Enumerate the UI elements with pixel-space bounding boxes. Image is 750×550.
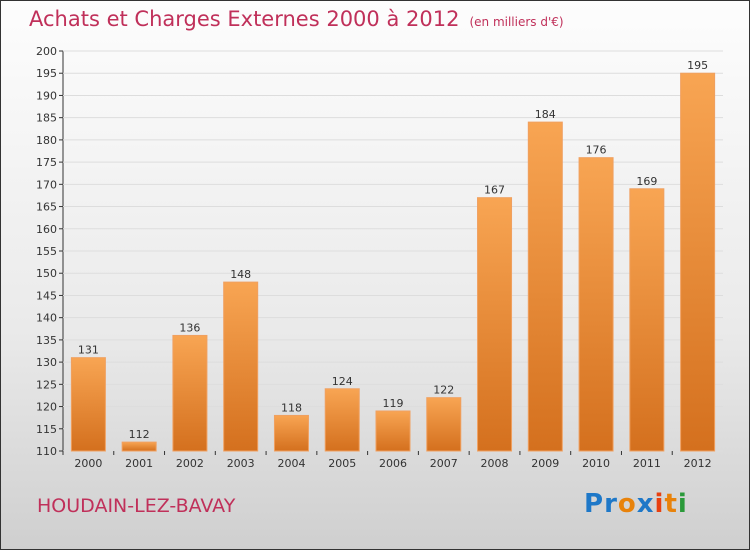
y-tick-label: 160 <box>36 223 57 236</box>
proxiti-logo: Proxiti <box>584 489 688 519</box>
y-tick-label: 125 <box>36 378 57 391</box>
y-tick-label: 170 <box>36 178 57 191</box>
y-tick-label: 145 <box>36 289 57 302</box>
bar <box>223 281 259 452</box>
bar <box>70 357 106 452</box>
y-tick-label: 175 <box>36 156 57 169</box>
y-tick-label: 115 <box>36 423 57 436</box>
data-label: 176 <box>586 144 607 157</box>
x-tick-label: 2002 <box>176 457 204 470</box>
bar <box>629 188 665 452</box>
x-tick-label: 2004 <box>277 457 305 470</box>
bar <box>375 410 411 452</box>
y-tick-label: 165 <box>36 201 57 214</box>
x-tick-label: 2006 <box>379 457 407 470</box>
city-name: HOUDAIN-LEZ-BAVAY <box>37 495 236 517</box>
data-label: 112 <box>129 428 150 441</box>
y-tick-label: 200 <box>36 45 57 58</box>
bar <box>121 441 157 452</box>
data-label: 148 <box>230 268 251 281</box>
y-tick-label: 155 <box>36 245 57 258</box>
data-label: 119 <box>383 397 404 410</box>
y-tick-label: 190 <box>36 89 57 102</box>
data-label: 136 <box>179 321 200 334</box>
y-tick-label: 120 <box>36 401 57 414</box>
data-label: 167 <box>484 184 505 197</box>
y-tick-label: 140 <box>36 312 57 325</box>
data-label: 122 <box>433 384 454 397</box>
x-tick-label: 2005 <box>328 457 356 470</box>
x-tick-label: 2007 <box>430 457 458 470</box>
bar <box>324 388 360 452</box>
y-tick-label: 130 <box>36 356 57 369</box>
data-label: 118 <box>281 401 302 414</box>
x-tick-label: 2011 <box>633 457 661 470</box>
y-tick-label: 195 <box>36 67 57 80</box>
data-label: 131 <box>78 344 99 357</box>
bar <box>172 334 208 452</box>
bar <box>527 121 563 452</box>
bar <box>578 157 614 452</box>
x-tick-label: 2000 <box>74 457 102 470</box>
data-label: 195 <box>687 59 708 72</box>
x-tick-label: 2012 <box>684 457 712 470</box>
data-label: 169 <box>636 175 657 188</box>
chart-title: Achats et Charges Externes 2000 à 2012 (e… <box>29 7 564 31</box>
data-label: 184 <box>535 108 556 121</box>
y-tick-label: 185 <box>36 112 57 125</box>
bar <box>273 414 309 452</box>
data-label: 124 <box>332 375 353 388</box>
y-tick-label: 110 <box>36 445 57 458</box>
x-tick-label: 2003 <box>227 457 255 470</box>
unit-label: (en milliers d'€) <box>469 15 564 29</box>
bar-chart: 110 115 120 125 130 135 140 145 150 155 160 165 170 1… <box>36 45 723 470</box>
bar <box>477 197 513 452</box>
x-tick-label: 2001 <box>125 457 153 470</box>
y-tick-label: 135 <box>36 334 57 347</box>
title-text: Achats et Charges Externes 2000 à 2012 <box>29 7 460 31</box>
y-tick-label: 150 <box>36 267 57 280</box>
bar <box>680 72 716 452</box>
bar <box>426 397 462 452</box>
x-tick-label: 2009 <box>531 457 559 470</box>
y-tick-label: 180 <box>36 134 57 147</box>
x-tick-label: 2010 <box>582 457 610 470</box>
x-tick-label: 2008 <box>481 457 509 470</box>
